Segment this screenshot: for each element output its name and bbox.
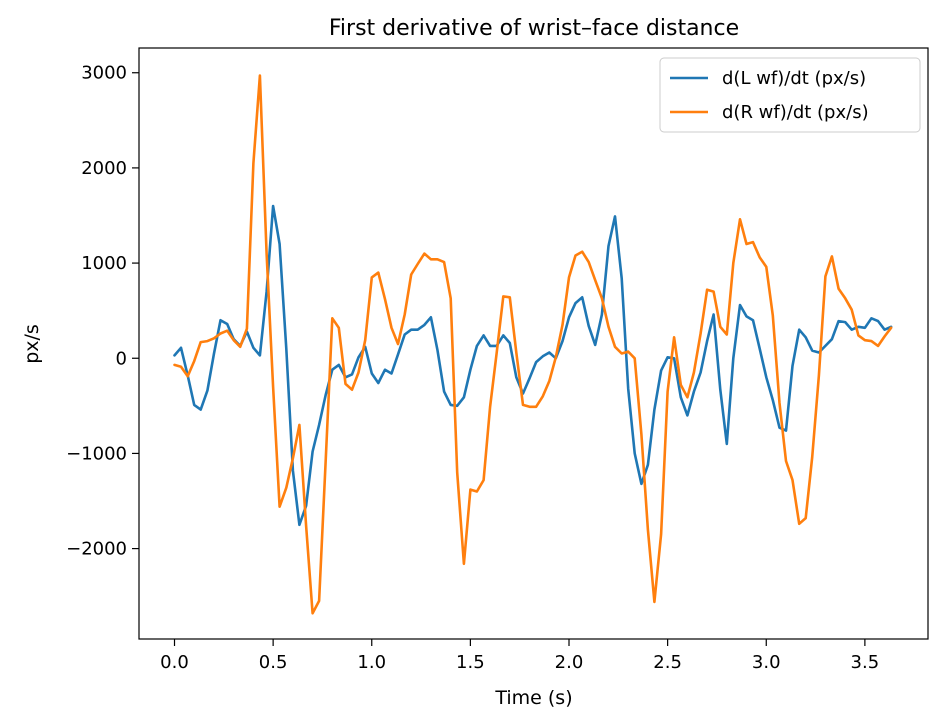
y-tick-label: −1000 — [66, 443, 127, 464]
x-tick-label: 2.5 — [653, 652, 682, 673]
y-tick-label: −2000 — [66, 539, 127, 560]
plot-area-frame — [138, 47, 929, 640]
x-tick-label: 2.0 — [555, 652, 584, 673]
y-tick-label: 1000 — [81, 253, 127, 274]
chart-title: First derivative of wrist–face distance — [329, 16, 739, 41]
y-axis-label: px/s — [21, 324, 43, 364]
series-line-right-wrist — [173, 74, 893, 615]
legend-entry-label: d(R wf)/dt (px/s) — [722, 102, 869, 123]
legend: d(L wf)/dt (px/s) d(R wf)/dt (px/s) — [659, 57, 921, 133]
x-tick-label: 0.0 — [160, 652, 189, 673]
x-axis: 0.0 0.5 1.0 1.5 2.0 2.5 3.0 3.5 — [160, 639, 879, 673]
legend-box — [659, 57, 921, 133]
y-tick-label: 2000 — [81, 158, 127, 179]
plot-lines — [173, 74, 893, 615]
x-tick-label: 3.0 — [752, 652, 781, 673]
y-axis: −2000 −1000 0 1000 2000 3000 — [66, 63, 139, 560]
x-tick-label: 1.0 — [357, 652, 386, 673]
x-axis-label: Time (s) — [494, 687, 572, 709]
series-line-left-wrist — [173, 204, 893, 527]
legend-entry-label: d(L wf)/dt (px/s) — [722, 68, 866, 89]
x-tick-label: 0.5 — [259, 652, 288, 673]
x-tick-label: 3.5 — [851, 652, 880, 673]
x-tick-label: 1.5 — [456, 652, 485, 673]
y-tick-label: 3000 — [81, 63, 127, 84]
y-tick-label: 0 — [116, 348, 127, 369]
